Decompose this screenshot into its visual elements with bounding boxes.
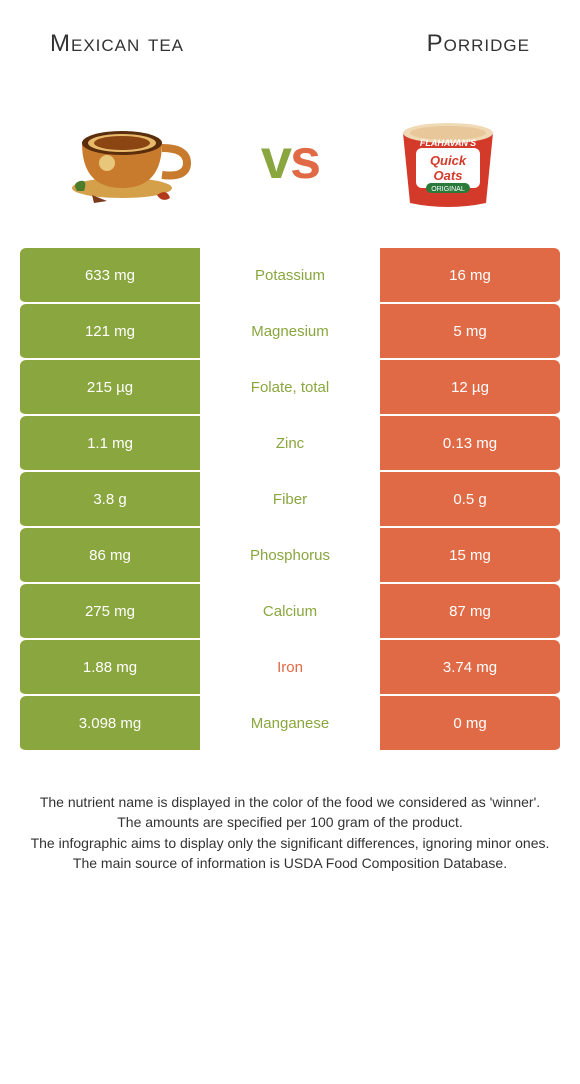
nutrient-name: Fiber [200,472,380,528]
left-value: 215 µg [20,360,200,416]
right-value: 0 mg [380,696,560,752]
vs-row: vs FLAHAVAN'S Quick Oats ORIGINAL [0,68,580,248]
table-row: 633 mgPotassium16 mg [20,248,560,304]
footer-line: The infographic aims to display only the… [20,833,560,853]
table-row: 86 mgPhosphorus15 mg [20,528,560,584]
right-value: 87 mg [380,584,560,640]
right-value: 3.74 mg [380,640,560,696]
left-value: 121 mg [20,304,200,360]
left-value: 3.8 g [20,472,200,528]
tea-cup-icon [62,103,202,213]
left-value: 1.1 mg [20,416,200,472]
nutrient-table: 633 mgPotassium16 mg121 mgMagnesium5 mg2… [0,248,580,752]
nutrient-name: Magnesium [200,304,380,360]
food-left-title: Mexican tea [50,30,184,58]
header: Mexican tea Porridge [0,0,580,68]
svg-text:Quick: Quick [430,153,467,168]
left-value: 1.88 mg [20,640,200,696]
table-row: 275 mgCalcium87 mg [20,584,560,640]
right-value: 5 mg [380,304,560,360]
nutrient-name: Folate, total [200,360,380,416]
footer-notes: The nutrient name is displayed in the co… [0,752,580,873]
footer-line: The main source of information is USDA F… [20,853,560,873]
right-value: 0.5 g [380,472,560,528]
left-value: 3.098 mg [20,696,200,752]
table-row: 121 mgMagnesium5 mg [20,304,560,360]
table-row: 3.098 mgManganese0 mg [20,696,560,752]
right-value: 15 mg [380,528,560,584]
table-row: 1.1 mgZinc0.13 mg [20,416,560,472]
right-value: 0.13 mg [380,416,560,472]
footer-line: The nutrient name is displayed in the co… [20,792,560,812]
nutrient-name: Iron [200,640,380,696]
oats-pot-icon: FLAHAVAN'S Quick Oats ORIGINAL [378,103,518,213]
footer-line: The amounts are specified per 100 gram o… [20,812,560,832]
nutrient-name: Phosphorus [200,528,380,584]
table-row: 3.8 gFiber0.5 g [20,472,560,528]
food-right-image: FLAHAVAN'S Quick Oats ORIGINAL [373,98,523,218]
left-value: 86 mg [20,528,200,584]
vs-label: vs [261,126,319,191]
table-row: 1.88 mgIron3.74 mg [20,640,560,696]
table-row: 215 µgFolate, total12 µg [20,360,560,416]
food-left-image [57,98,207,218]
right-value: 16 mg [380,248,560,304]
food-right-title: Porridge [427,30,530,58]
nutrient-name: Manganese [200,696,380,752]
nutrient-name: Potassium [200,248,380,304]
nutrient-name: Calcium [200,584,380,640]
right-value: 12 µg [380,360,560,416]
left-value: 275 mg [20,584,200,640]
nutrient-name: Zinc [200,416,380,472]
left-value: 633 mg [20,248,200,304]
svg-text:ORIGINAL: ORIGINAL [431,186,465,193]
svg-text:FLAHAVAN'S: FLAHAVAN'S [420,138,476,148]
svg-text:Oats: Oats [434,168,463,183]
